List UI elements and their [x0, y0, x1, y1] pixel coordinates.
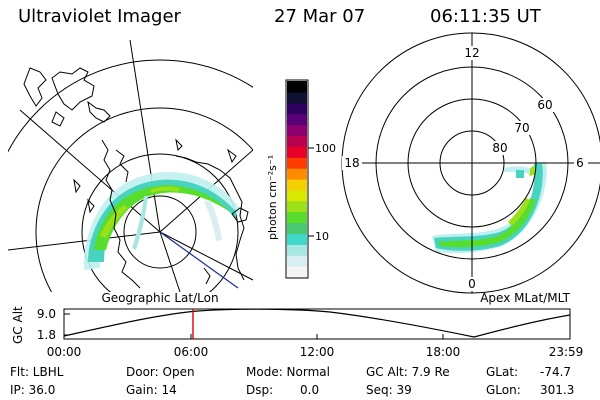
colorbar-band: [287, 146, 307, 158]
auroral-oval-geographic: [83, 172, 242, 270]
label-bg: [491, 141, 509, 155]
colorbar-band: [287, 168, 307, 180]
xtick-label-0600: 06:00: [174, 345, 209, 359]
magnetic-caption: Apex MLat/MLT: [480, 291, 570, 305]
label-bg: [342, 156, 362, 170]
dsp-value: 0.0: [300, 383, 320, 397]
door-info: Door: Open: [126, 365, 195, 379]
lat-circle: [123, 195, 197, 269]
mlt-label-0: 0: [468, 277, 476, 291]
glon-value: 301.3: [540, 383, 575, 397]
seq-info: Seq: 39: [366, 383, 412, 397]
colorbar-tick-100: 100: [315, 142, 336, 155]
colorbar-unit-label: photon cm⁻²s⁻¹: [266, 155, 279, 240]
filter-info: Flt: LBHL: [10, 365, 64, 379]
altitude-ylabel: GC Alt: [11, 306, 25, 344]
ytick-label-9: 9.0: [37, 307, 56, 321]
magnetic-polar-plot: 12 18 6 0 60 70 80: [341, 32, 600, 294]
ip-info: IP: 36.0: [10, 383, 56, 397]
glat-value: -74.7: [540, 365, 572, 379]
colorbar-band: [287, 211, 307, 224]
instrument-title: Ultraviolet Imager: [18, 6, 181, 27]
colorbar-band: [287, 266, 307, 278]
colorbar-band: [287, 233, 307, 245]
xtick-label-1200: 12:00: [300, 345, 335, 359]
colorbar-band: [287, 179, 307, 191]
lat-circle: [8, 59, 253, 153]
coastlines: [23, 67, 249, 289]
date-label: 27 Mar 07: [274, 6, 366, 27]
mlt-label-6: 6: [576, 156, 584, 170]
colorbar-band: [287, 113, 307, 126]
colorbar-tick-10: 10: [315, 230, 329, 243]
meridian-line: [159, 231, 181, 292]
lat-circle: [35, 107, 253, 292]
label-bg: [465, 277, 479, 291]
xtick-label-1800: 18:00: [426, 345, 461, 359]
xtick-label-0000: 00:00: [47, 345, 82, 359]
time-label: 06:11:35 UT: [430, 6, 541, 27]
meridian-line: [8, 231, 161, 251]
mlat-label-70: 70: [514, 121, 529, 135]
gain-info: Gain: 14: [126, 383, 177, 397]
meridian-line: [19, 109, 161, 233]
meridian-line: [159, 231, 253, 281]
dsp-label: Dsp:: [246, 383, 274, 397]
colorbar-band: [287, 102, 307, 115]
satellite-track-line: [159, 231, 239, 289]
geographic-map: [8, 40, 253, 292]
gc-alt-info: GC Alt: 7.9 Re: [366, 365, 450, 379]
colorbar-band: [287, 81, 307, 93]
xtick-label-2359: 23:59: [549, 345, 584, 359]
label-bg: [574, 156, 588, 170]
glon-label: GLon:: [486, 383, 521, 397]
ytick-label-1-8: 1.8: [37, 328, 56, 342]
colorbar-band: [287, 200, 307, 213]
colorbar-band: [287, 189, 307, 202]
meridian-line: [129, 40, 161, 233]
mlat-label-80: 80: [492, 141, 507, 155]
colorbar-band: [287, 244, 307, 256]
colorbar-frame: [285, 79, 309, 279]
colorbar-band: [287, 135, 307, 147]
label-bg: [464, 46, 480, 60]
label-bg: [536, 98, 554, 112]
glat-label: GLat:: [486, 365, 519, 379]
colorbar-band: [287, 91, 307, 104]
colorbar: 100 10 photon cm⁻²s⁻¹: [266, 79, 336, 279]
auroral-oval-magnetic: [432, 162, 547, 254]
colorbar-band: [287, 222, 307, 235]
mlt-label-18: 18: [344, 156, 359, 170]
colorbar-band: [287, 157, 307, 169]
altitude-curve: [64, 309, 570, 338]
mlt-label-12: 12: [464, 46, 479, 60]
colorbar-band: [287, 255, 307, 267]
mlat-label-60: 60: [537, 98, 552, 112]
geographic-caption: Geographic Lat/Lon: [101, 291, 218, 305]
label-bg: [513, 121, 531, 135]
lat-circle: [81, 153, 239, 292]
altitude-plot: 9.0 1.8 GC Alt 00:00 06:00 12:00 18:00 2…: [11, 306, 583, 359]
mode-info: Mode: Normal: [246, 365, 330, 379]
colorbar-band: [287, 124, 307, 137]
